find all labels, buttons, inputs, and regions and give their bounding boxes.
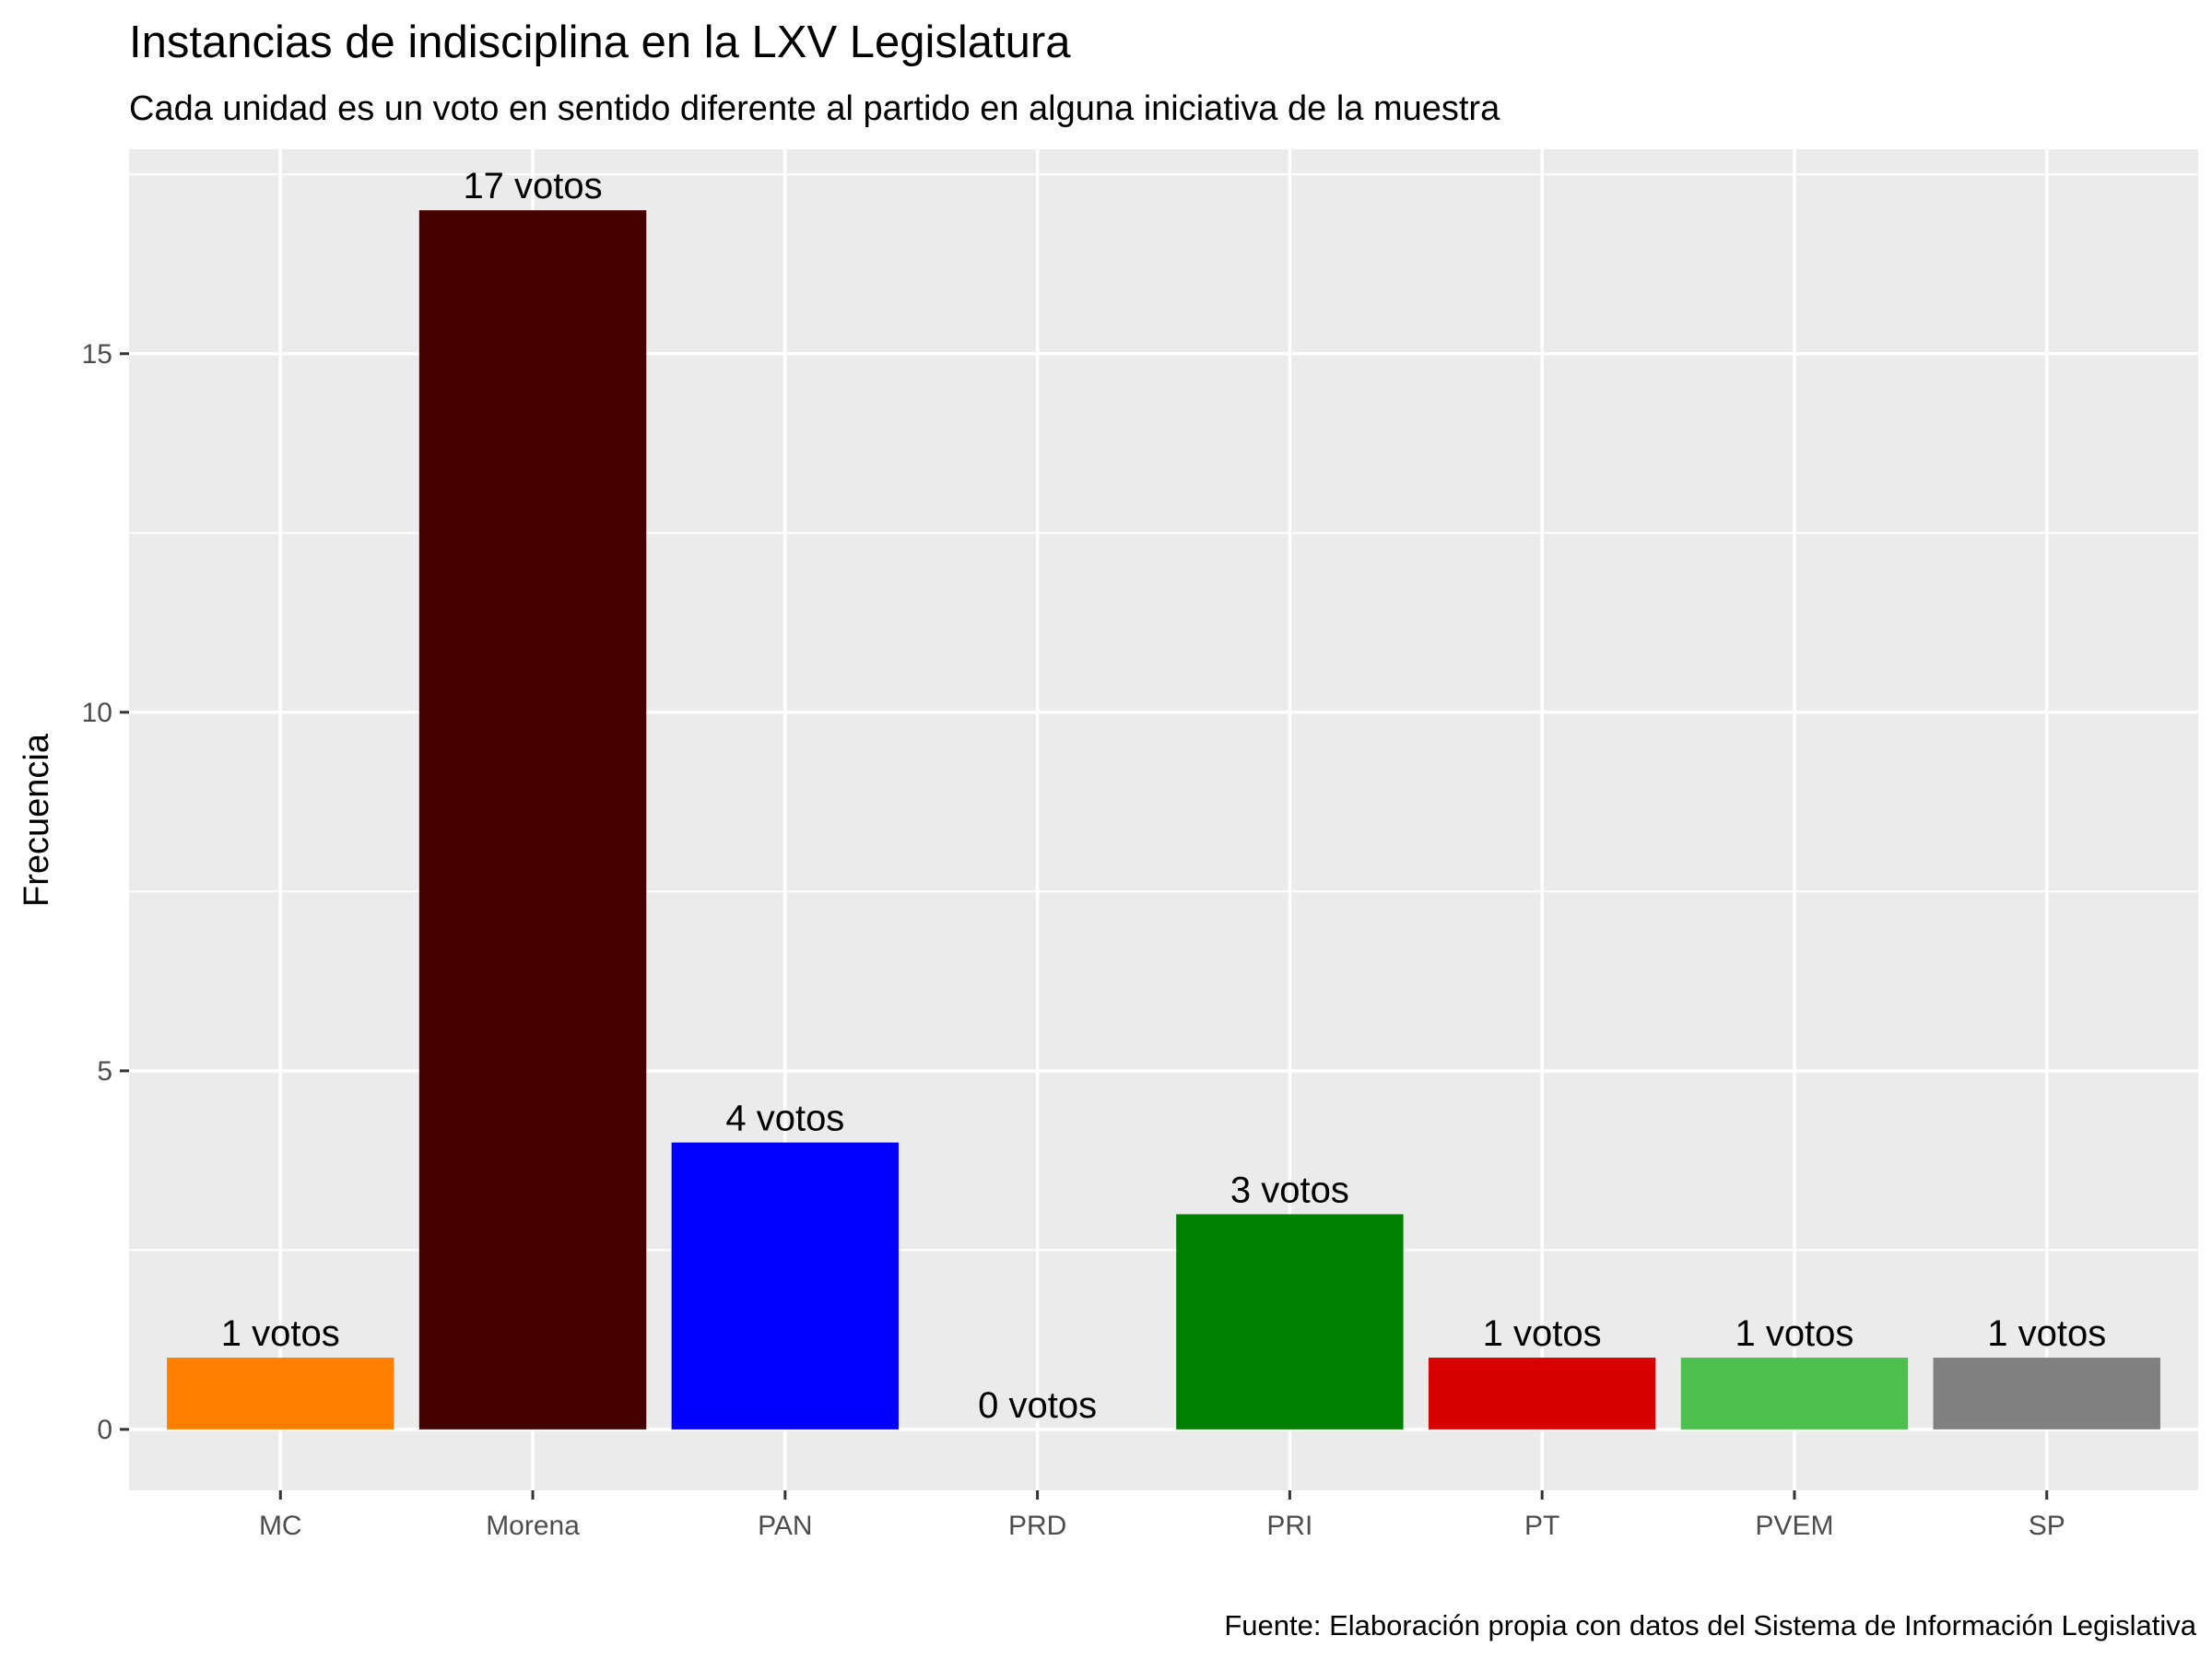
y-tick-label: 10 bbox=[82, 698, 112, 728]
data-label-prd: 0 votos bbox=[978, 1385, 1097, 1426]
x-tick-label: SP bbox=[2029, 1511, 2065, 1541]
data-label-pvem: 1 votos bbox=[1735, 1313, 1853, 1354]
bars bbox=[167, 210, 2160, 1430]
x-axis: MC Morena PAN PRD PRI PT PVEM SP bbox=[259, 1490, 2065, 1541]
bar-pvem bbox=[1680, 1358, 1909, 1430]
data-label-pt: 1 votos bbox=[1483, 1313, 1602, 1354]
data-label-mc: 1 votos bbox=[221, 1313, 340, 1354]
bar-pri bbox=[1176, 1214, 1404, 1430]
x-tick-label: Morena bbox=[486, 1511, 580, 1541]
x-tick-label: PRI bbox=[1266, 1511, 1312, 1541]
x-tick-label: MC bbox=[259, 1511, 302, 1541]
bar-pan bbox=[671, 1142, 900, 1430]
x-tick-label: PRD bbox=[1008, 1511, 1066, 1541]
data-labels: 1 votos 17 votos 4 votos 0 votos 3 votos 1 vo… bbox=[221, 166, 2106, 1426]
y-tick-label: 15 bbox=[82, 339, 112, 370]
bar-pt bbox=[1428, 1358, 1656, 1430]
bar-sp bbox=[1933, 1358, 2160, 1430]
bar-mc bbox=[167, 1358, 394, 1430]
chart-caption: Fuente: Elaboración propia con datos del… bbox=[1224, 1609, 2196, 1641]
data-label-pri: 3 votos bbox=[1230, 1170, 1349, 1210]
chart-title: Instancias de indisciplina en la LXV Leg… bbox=[129, 18, 1071, 67]
data-label-pan: 4 votos bbox=[725, 1099, 844, 1139]
y-tick-label: 0 bbox=[97, 1415, 112, 1445]
x-tick-label: PVEM bbox=[1755, 1511, 1833, 1541]
bar-morena bbox=[418, 210, 647, 1430]
y-axis: 0 5 10 15 bbox=[82, 339, 129, 1445]
x-tick-label: PAN bbox=[758, 1511, 812, 1541]
y-axis-title: Frecuencia bbox=[18, 733, 56, 907]
x-tick-label: PT bbox=[1524, 1511, 1559, 1541]
data-label-morena: 17 votos bbox=[463, 166, 602, 206]
chart-subtitle: Cada unidad es un voto en sentido difere… bbox=[129, 89, 1500, 128]
data-label-sp: 1 votos bbox=[1987, 1313, 2106, 1354]
y-tick-label: 5 bbox=[97, 1056, 112, 1087]
